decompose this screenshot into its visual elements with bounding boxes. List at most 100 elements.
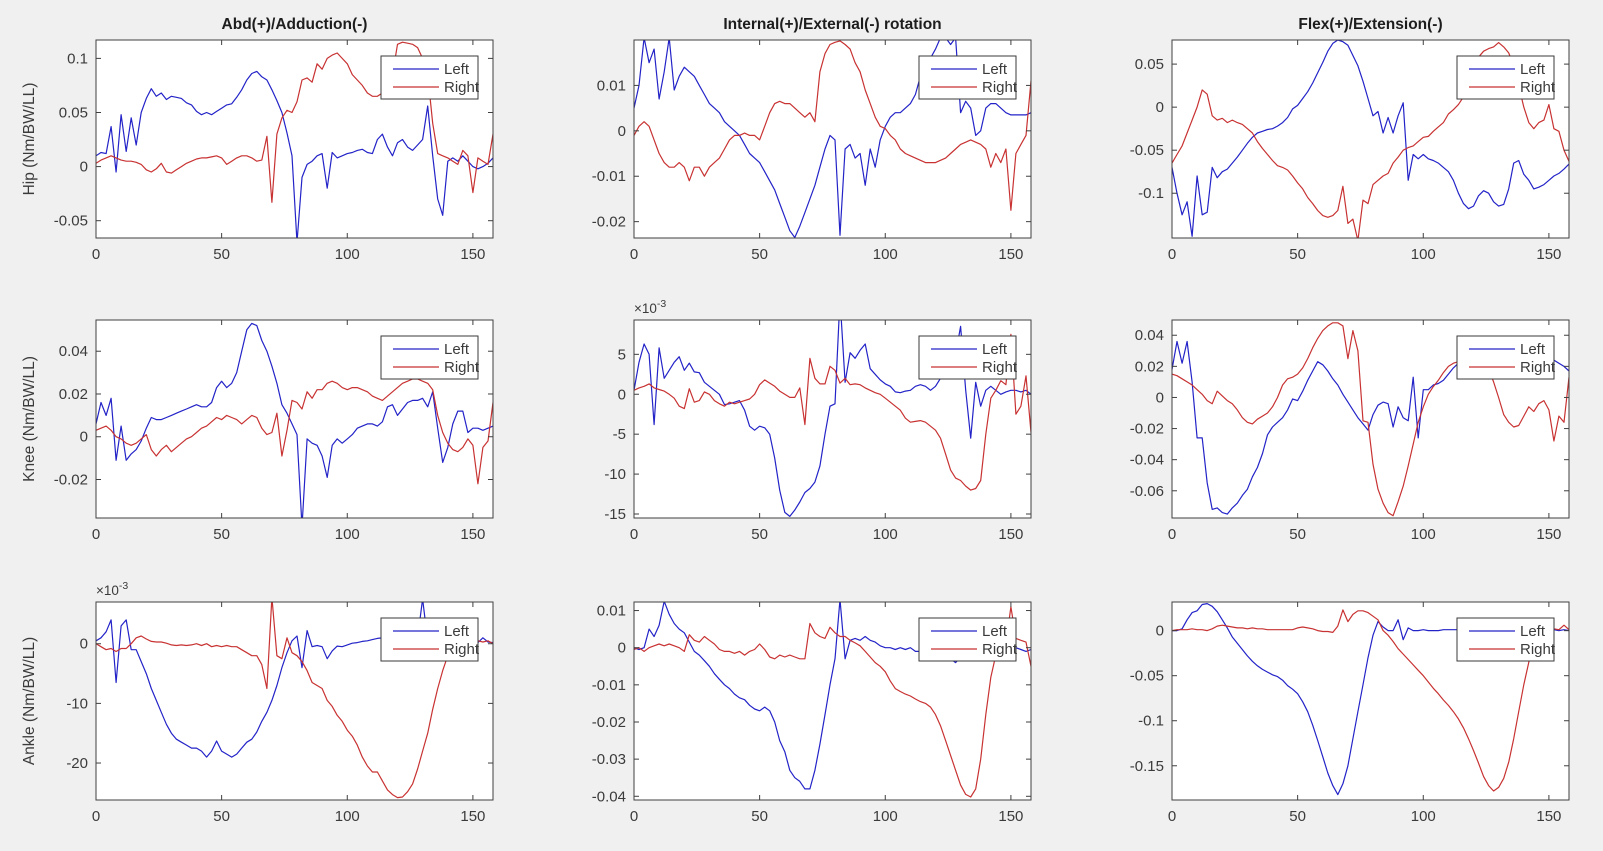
legend-label-right: Right	[444, 641, 480, 658]
legend-label-right: Right	[982, 79, 1018, 96]
legend-label-right: Right	[1520, 641, 1556, 658]
legend-box	[380, 617, 479, 662]
x-tick-label: 150	[998, 808, 1023, 825]
x-tick-label: 100	[335, 808, 360, 825]
legend-label-left: Left	[1520, 61, 1546, 78]
legend-label-right: Right	[444, 359, 480, 376]
right-series-line	[1172, 322, 1569, 517]
subplot-hip-abd: 0 50 100 150-0.0500.050.1Abd(+)/Adduction(-…	[21, 16, 494, 263]
tick-marks	[1171, 602, 1569, 800]
right-series-line	[96, 378, 493, 485]
series-lines	[96, 322, 493, 518]
subplot-hip-flex: 0 50 100 150 -0.1 -0.05 0 0.05 Flex(+)/Extension…	[1130, 16, 1570, 263]
subplot-knee-flex: 0 50 100 150 -0.06 -0.04 -0.02 0 0.02 0.04 LeftRig…	[1130, 319, 1570, 543]
y-tick-label: 0.04	[1135, 327, 1164, 344]
column-title: Internal(+)/External(-) rotation	[723, 16, 941, 33]
y-tick-label: -0.04	[592, 788, 626, 805]
x-tick-label: 150	[998, 246, 1023, 263]
axes-box	[1171, 601, 1570, 801]
x-tick-label: 50	[751, 526, 768, 543]
tick-marks	[1171, 320, 1569, 518]
tick-marks	[633, 602, 1031, 800]
axes-box	[1171, 39, 1570, 239]
tick-marks	[633, 40, 1031, 238]
left-series-line	[96, 70, 493, 238]
axes-box	[633, 319, 1032, 519]
y-tick-label: 0.01	[597, 77, 626, 94]
legend-label-right: Right	[982, 359, 1018, 376]
legend-label-left: Left	[444, 341, 470, 358]
series-lines	[634, 320, 1031, 518]
x-tick-label: 100	[335, 526, 360, 543]
legend-label-left: Left	[1520, 341, 1546, 358]
y-axis-label: Knee (Nm/BW/LL)	[21, 356, 38, 482]
axes-box	[633, 39, 1032, 239]
x-tick-label: 0	[630, 246, 638, 263]
x-tick-label: 150	[1536, 808, 1561, 825]
x-tick-label: 150	[460, 808, 485, 825]
y-tick-label: 0	[80, 636, 88, 653]
x-tick-label: 0	[630, 808, 638, 825]
x-tick-label: 50	[1289, 526, 1306, 543]
left-series-line	[1172, 40, 1569, 237]
legend-label-right: Right	[982, 641, 1018, 658]
y-tick-label: -5	[613, 426, 626, 443]
series-lines	[1172, 40, 1569, 238]
y-tick-label: 0	[80, 159, 88, 176]
legend-label-right: Right	[444, 79, 480, 96]
y-tick-label: -15	[604, 506, 626, 523]
axes-box	[95, 39, 494, 239]
y-tick-label: -0.01	[592, 168, 626, 185]
y-tick-label: 0	[1156, 389, 1164, 406]
left-series-line	[96, 322, 493, 518]
x-tick-label: 100	[873, 246, 898, 263]
legend-box	[918, 55, 1017, 100]
y-tick-label: 0.02	[59, 386, 88, 403]
x-tick-label: 100	[335, 246, 360, 263]
y-tick-label: -0.01	[592, 677, 626, 694]
tick-marks	[95, 320, 493, 518]
x-tick-label: 0	[92, 246, 100, 263]
series-lines	[634, 40, 1031, 238]
y-tick-label: -0.1	[1138, 185, 1164, 202]
right-series-line	[634, 606, 1031, 798]
y-tick-label: -0.1	[1138, 713, 1164, 730]
tick-marks	[633, 320, 1031, 518]
right-series-line	[634, 40, 1031, 211]
y-axis-label: Hip (Nm/BW/LL)	[21, 83, 38, 196]
x-tick-label: 0	[92, 526, 100, 543]
tick-marks	[95, 602, 493, 800]
column-title: Flex(+)/Extension(-)	[1298, 16, 1442, 33]
y-tick-label: -0.03	[592, 751, 626, 768]
y-tick-label: -0.02	[592, 214, 626, 231]
x-tick-label: 100	[873, 526, 898, 543]
y-tick-label: 5	[618, 346, 626, 363]
right-series-line	[96, 602, 493, 799]
x-tick-label: 0	[1168, 526, 1176, 543]
x-tick-label: 0	[92, 808, 100, 825]
y-axis-label: Ankle (Nm/BW/LL)	[21, 637, 38, 765]
legend-label-left: Left	[444, 623, 470, 640]
legend-label-left: Left	[982, 341, 1008, 358]
legend-box	[1456, 335, 1555, 380]
y-tick-label: 0.1	[67, 50, 88, 67]
y-tick-label: -0.05	[54, 213, 88, 230]
legend-box	[918, 335, 1017, 380]
y-tick-label: -10	[604, 466, 626, 483]
x-tick-label: 50	[1289, 808, 1306, 825]
y-tick-label: -0.06	[1130, 483, 1164, 500]
x-tick-label: 150	[998, 526, 1023, 543]
